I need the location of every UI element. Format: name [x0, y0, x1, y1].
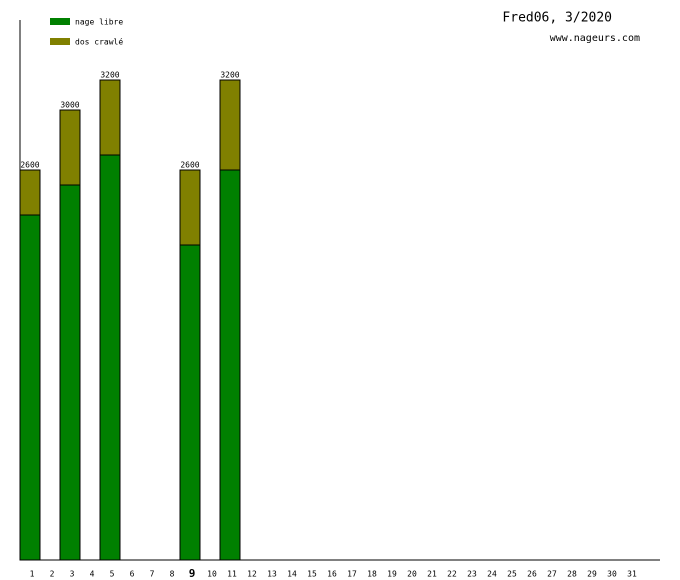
x-tick-label: 29 [587, 570, 597, 579]
bar-segment [59, 109, 81, 186]
x-tick-label: 12 [247, 570, 257, 579]
legend-swatch [50, 18, 70, 25]
x-tick-label: 24 [487, 570, 497, 579]
total-label: 2600 [20, 161, 39, 170]
x-tick-label: 15 [307, 570, 317, 579]
x-tick-label: 7 [150, 570, 155, 579]
total-label: 2600 [180, 161, 199, 170]
total-label: 3200 [100, 71, 119, 80]
x-tick-label: 28 [567, 570, 577, 579]
bar-segment [219, 169, 241, 561]
x-tick-label: 21 [427, 570, 437, 579]
legend-label: dos crawlé [75, 37, 123, 47]
x-tick-label: 30 [607, 570, 617, 579]
x-tick-label: 20 [407, 570, 417, 579]
chart-title: Fred06, 3/2020 [502, 11, 612, 26]
x-tick-label: 31 [627, 570, 637, 579]
x-tick-label: 14 [287, 570, 297, 579]
x-tick-label: 22 [447, 570, 457, 579]
legend-swatch [50, 38, 70, 45]
x-tick-label: 18 [367, 570, 377, 579]
x-tick-label: 3 [70, 570, 75, 579]
bar-segment [179, 169, 201, 246]
x-tick-label: 4 [90, 570, 95, 579]
x-tick-label: 6 [130, 570, 135, 579]
bar-segment [59, 184, 81, 561]
legend-label: nage libre [75, 18, 123, 27]
x-tick-label: 1 [30, 570, 35, 579]
chart-subtitle: www.nageurs.com [550, 33, 640, 44]
bar-segment [99, 154, 121, 561]
x-tick-label: 26 [527, 570, 537, 579]
total-label: 3200 [220, 71, 239, 80]
x-tick-label: 9 [189, 567, 196, 580]
total-label: 3000 [60, 101, 79, 110]
x-tick-label: 23 [467, 570, 477, 579]
x-tick-label: 11 [227, 570, 237, 579]
bar-segment [19, 214, 41, 561]
x-tick-label: 13 [267, 570, 277, 579]
x-tick-label: 2 [50, 570, 55, 579]
x-tick-label: 8 [170, 570, 175, 579]
bar-segment [219, 79, 241, 171]
x-tick-label: 5 [110, 570, 115, 579]
x-tick-label: 27 [547, 570, 557, 579]
x-tick-label: 10 [207, 570, 217, 579]
x-tick-label: 16 [327, 570, 337, 579]
bar-segment [99, 79, 121, 156]
x-tick-label: 25 [507, 570, 517, 579]
x-tick-label: 19 [387, 570, 397, 579]
bar-segment [19, 169, 41, 216]
bar-segment [179, 244, 201, 561]
x-tick-label: 17 [347, 570, 357, 579]
